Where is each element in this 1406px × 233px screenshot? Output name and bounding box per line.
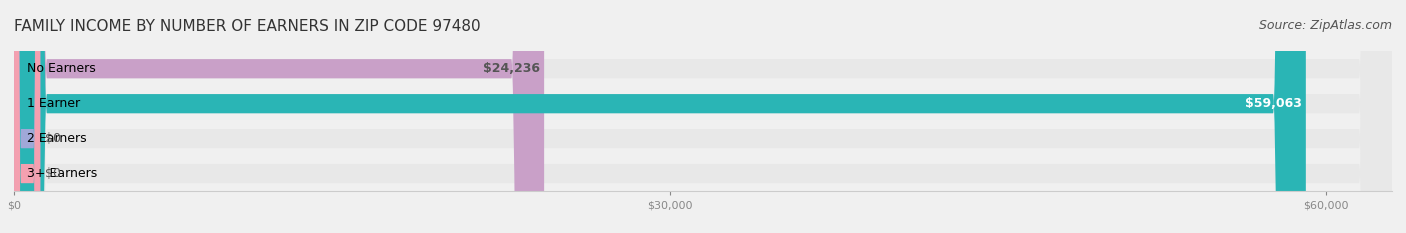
Text: 2 Earners: 2 Earners — [27, 132, 87, 145]
FancyBboxPatch shape — [14, 0, 1392, 233]
Text: FAMILY INCOME BY NUMBER OF EARNERS IN ZIP CODE 97480: FAMILY INCOME BY NUMBER OF EARNERS IN ZI… — [14, 19, 481, 34]
FancyBboxPatch shape — [14, 0, 41, 233]
Text: $24,236: $24,236 — [482, 62, 540, 75]
Text: Source: ZipAtlas.com: Source: ZipAtlas.com — [1258, 19, 1392, 32]
FancyBboxPatch shape — [14, 0, 41, 233]
Text: No Earners: No Earners — [27, 62, 96, 75]
FancyBboxPatch shape — [14, 0, 1392, 233]
FancyBboxPatch shape — [14, 0, 1306, 233]
FancyBboxPatch shape — [14, 0, 544, 233]
Text: 1 Earner: 1 Earner — [27, 97, 80, 110]
Text: $0: $0 — [45, 167, 60, 180]
Text: $59,063: $59,063 — [1244, 97, 1302, 110]
FancyBboxPatch shape — [14, 0, 1392, 233]
FancyBboxPatch shape — [14, 0, 1392, 233]
Text: 3+ Earners: 3+ Earners — [27, 167, 97, 180]
Text: $0: $0 — [45, 132, 60, 145]
